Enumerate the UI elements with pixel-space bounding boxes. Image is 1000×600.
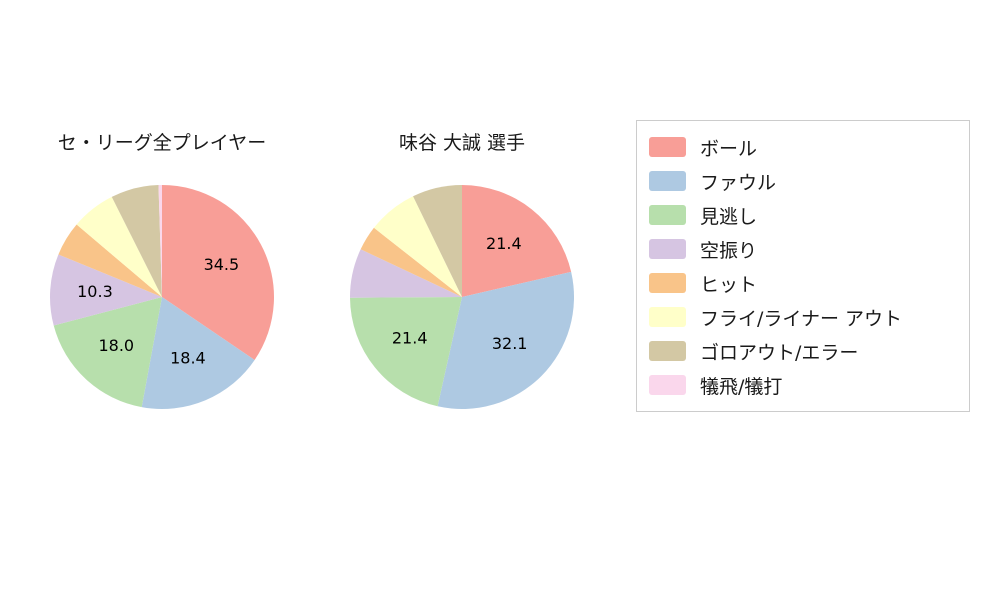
legend-label-ground-out-error: ゴロアウト/エラー <box>700 341 859 364</box>
pie-slice-sacrifice <box>158 185 162 297</box>
pie-chart-player: 21.4 32.1 21.4 <box>349 185 575 409</box>
legend: ボールファウル見逃し空振りヒットフライ/ライナー アウト ゴロアウト/エラー 犠飛/… <box>636 120 970 412</box>
chart-title-player: 味谷 大誠 選手 <box>398 132 526 154</box>
pie-slice-ball <box>162 185 274 360</box>
legend-label-fly-liner-out: フライ/ライナー アウト <box>700 307 903 330</box>
pie-slice-foul <box>437 271 575 409</box>
pie-slice-ball <box>462 185 572 297</box>
legend-label-sacrifice: 犠飛/犠打 <box>700 375 783 398</box>
legend-item-foul: ファウル <box>649 164 969 198</box>
legend-item-hit: ヒット <box>649 266 969 300</box>
pie-slice-called-strike <box>53 297 163 408</box>
legend-item-ball: ボール <box>649 130 969 164</box>
legend-item-sacrifice: 犠飛/犠打 <box>649 368 969 402</box>
pie-value-label-called-strike: 21.4 <box>392 329 428 348</box>
legend-label-called-strike: 見逃し <box>700 205 758 228</box>
pie-slice-hit <box>58 224 162 297</box>
legend-item-fly-liner-out: フライ/ライナー アウト <box>649 300 969 334</box>
pie-slice-swinging-strike <box>50 254 163 326</box>
legend-item-swinging-strike: 空振り <box>649 232 969 266</box>
pie-slice-fly-liner-out <box>373 196 462 297</box>
pie-value-label-ball: 21.4 <box>486 234 522 253</box>
chart-title-league: セ・リーグ全プレイヤー <box>57 132 267 154</box>
legend-label-hit: ヒット <box>700 273 758 296</box>
sacrifice-swatch <box>649 375 686 395</box>
pie-slice-foul <box>141 297 255 410</box>
legend-label-ball: ボール <box>700 137 758 160</box>
pie-chart-league: 34.5 18.4 18.0 10.3 <box>50 185 274 410</box>
pie-slice-fly-liner-out <box>76 196 162 297</box>
pie-value-label-called-strike: 18.0 <box>98 336 134 355</box>
pie-slice-swinging-strike <box>349 249 462 298</box>
pie-slice-called-strike <box>350 297 462 407</box>
foul-swatch <box>649 171 686 191</box>
pie-value-label-swinging-strike: 10.3 <box>77 282 113 301</box>
hit-swatch <box>649 273 686 293</box>
swinging-strike-swatch <box>649 239 686 259</box>
pie-slice-ground-out-error <box>111 185 162 297</box>
pie-slice-hit <box>360 227 462 297</box>
ground-out-error-swatch <box>649 341 686 361</box>
pie-value-label-foul: 18.4 <box>170 349 206 368</box>
pie-value-label-ball: 34.5 <box>204 255 240 274</box>
called-strike-swatch <box>649 205 686 225</box>
pie-value-label-foul: 32.1 <box>492 334 528 353</box>
ball-swatch <box>649 137 686 157</box>
fly-liner-out-swatch <box>649 307 686 327</box>
legend-label-foul: ファウル <box>700 171 777 194</box>
pie-slice-ground-out-error <box>413 185 462 297</box>
legend-item-called-strike: 見逃し <box>649 198 969 232</box>
legend-item-ground-out-error: ゴロアウト/エラー <box>649 334 969 368</box>
legend-label-swinging-strike: 空振り <box>700 239 758 262</box>
